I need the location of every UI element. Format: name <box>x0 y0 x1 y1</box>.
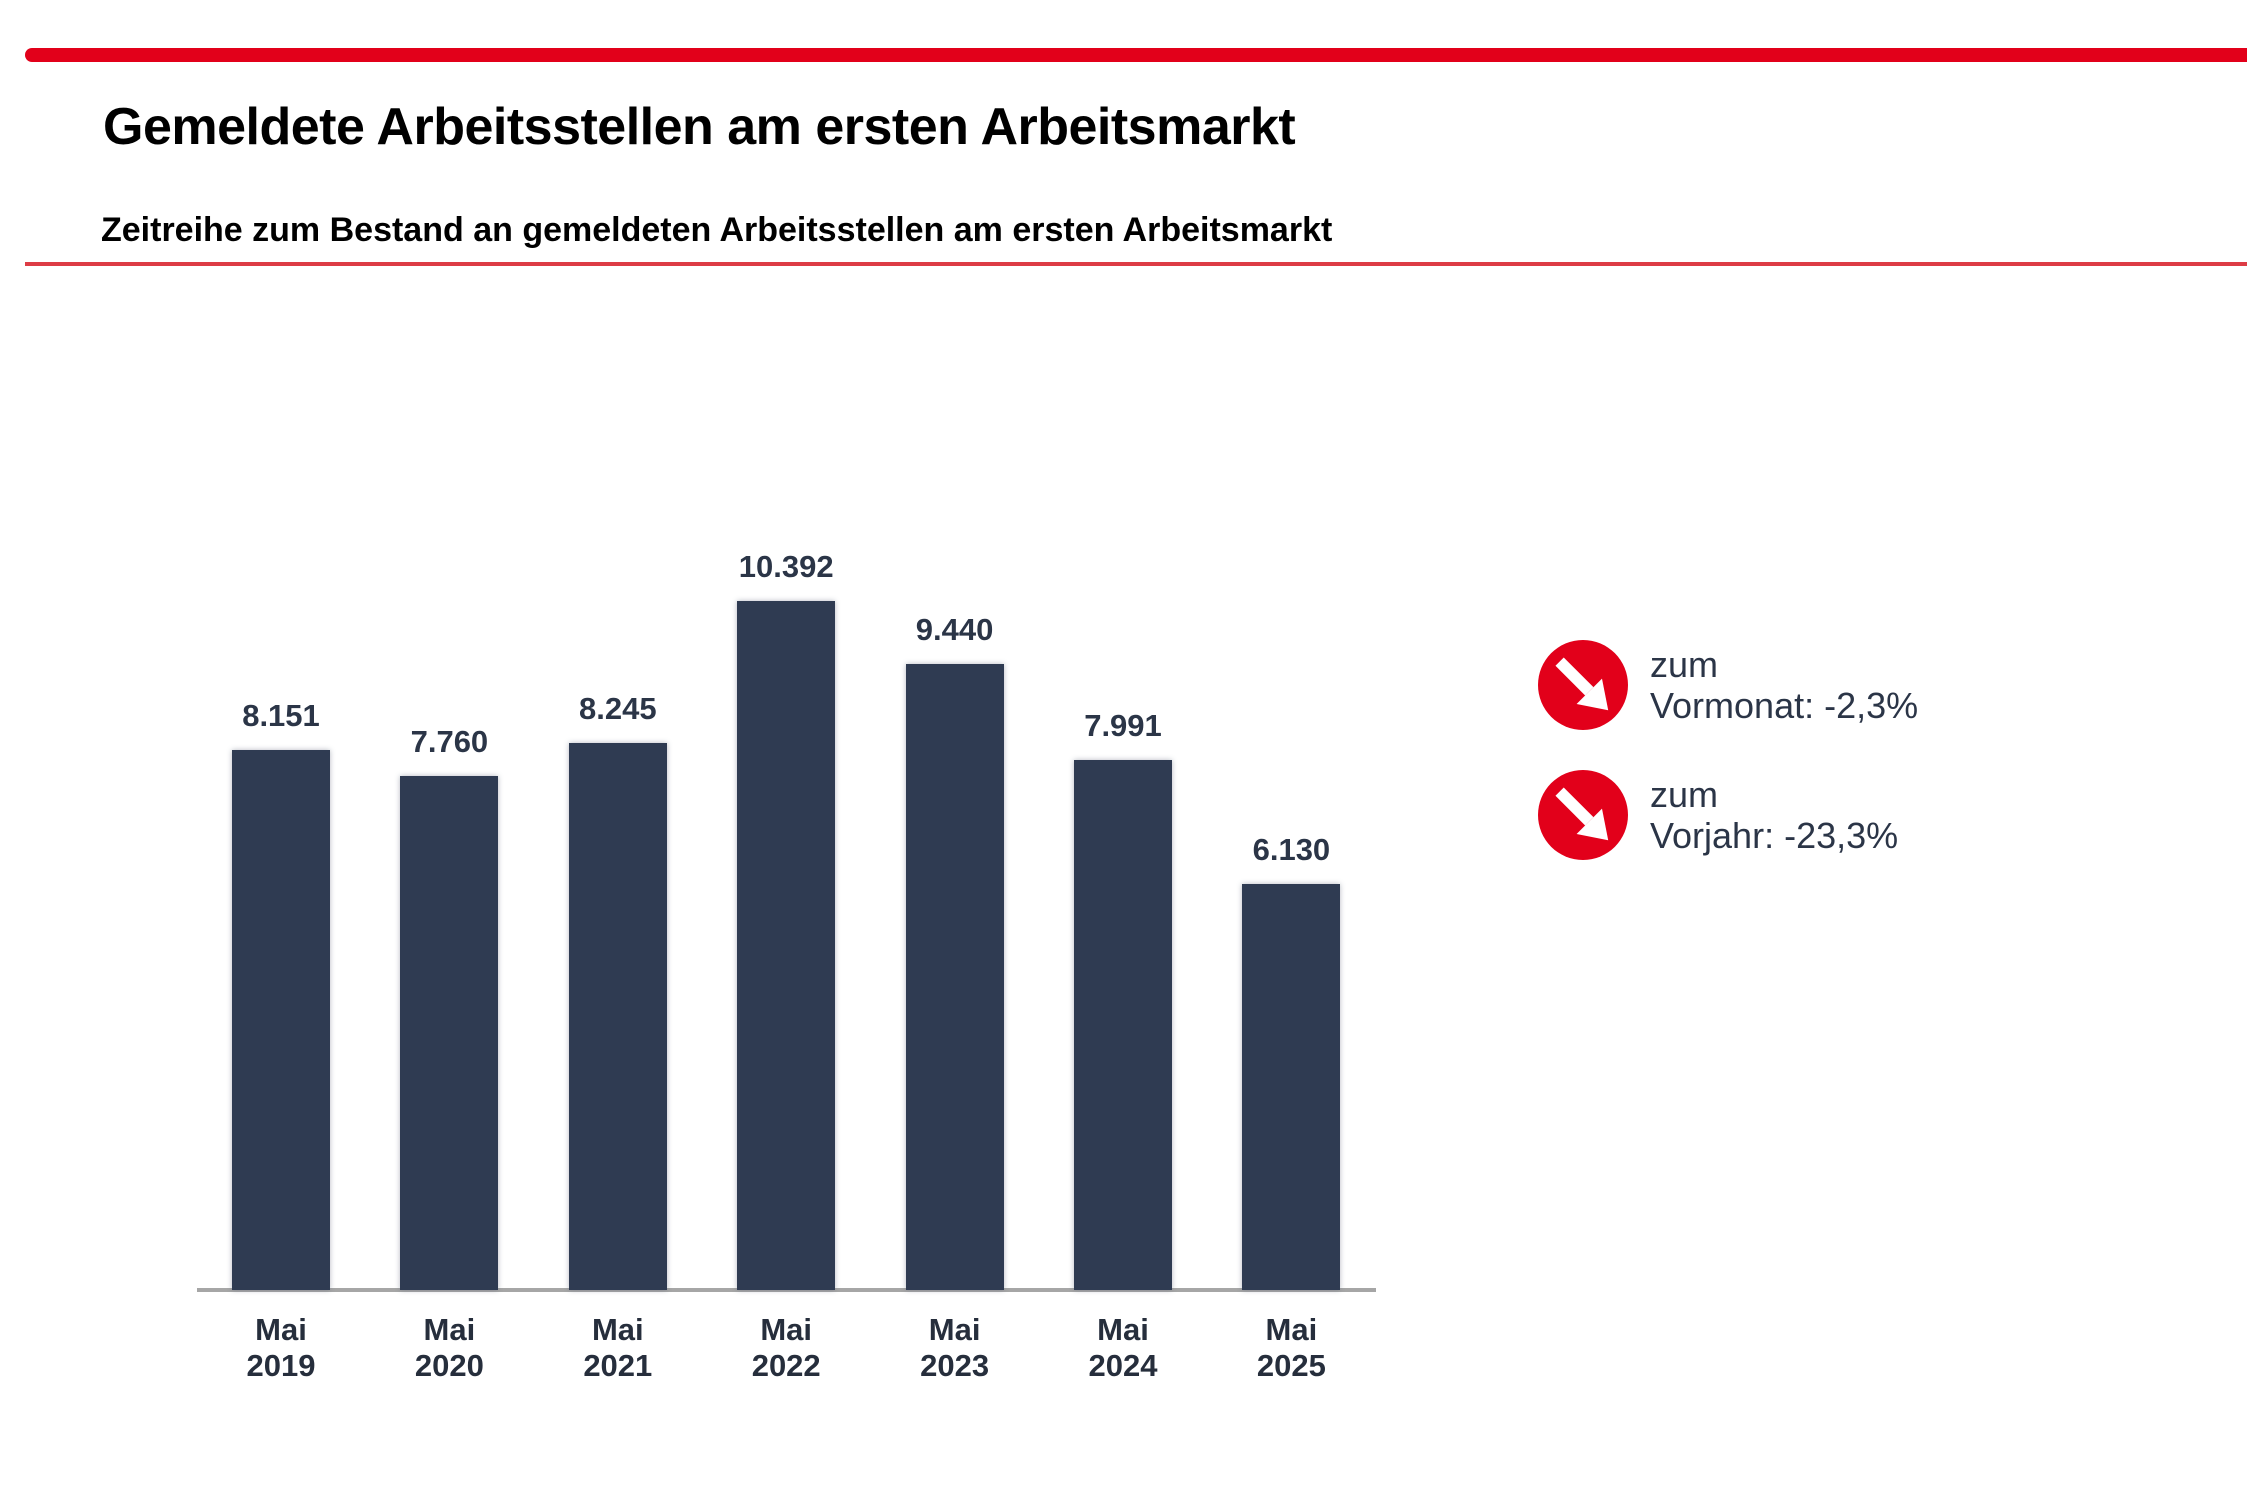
x-axis-label: Mai 2025 <box>1256 1312 1326 1383</box>
x-axis-line <box>197 1288 1376 1292</box>
bar-value-label: 8.245 <box>579 691 657 726</box>
x-axis-label: Mai 2019 <box>246 1312 316 1383</box>
kpi-vormonat: zum Vormonat: -2,3% <box>1538 640 1918 730</box>
kpi-vorjahr: zum Vorjahr: -23,3% <box>1538 770 1898 860</box>
x-axis-label: Mai 2024 <box>1088 1312 1158 1383</box>
bar <box>737 601 836 1290</box>
bar-value-label: 8.151 <box>242 698 320 733</box>
kpi-label: Vormonat: <box>1650 685 1815 726</box>
bar <box>1074 760 1172 1290</box>
bar-value-label: 9.440 <box>915 612 994 647</box>
x-axis-label: Mai 2022 <box>751 1312 821 1383</box>
bar-value-label: 10.392 <box>738 549 834 584</box>
header-divider <box>25 262 2247 266</box>
kpi-value: -23,3% <box>1784 815 1899 856</box>
kpi-prefix: zum <box>1650 644 1719 685</box>
bar <box>1242 884 1341 1290</box>
bar <box>400 776 499 1290</box>
arrow-down-right-icon <box>1538 640 1628 730</box>
bar <box>568 743 667 1290</box>
x-axis-label: Mai 2023 <box>920 1312 990 1383</box>
x-axis-label: Mai 2021 <box>583 1312 653 1383</box>
header-accent-bar <box>25 48 2247 62</box>
bar-value-label: 7.760 <box>410 724 489 759</box>
bar-value-label: 7.991 <box>1084 708 1162 743</box>
page-title: Gemeldete Arbeitsstellen am ersten Arbei… <box>103 98 1296 156</box>
bar-value-label: 6.130 <box>1252 832 1331 867</box>
kpi-prefix: zum <box>1650 774 1719 815</box>
bar <box>905 664 1004 1290</box>
bar <box>232 750 330 1290</box>
x-axis-label: Mai 2020 <box>414 1312 484 1383</box>
kpi-label: Vorjahr: <box>1650 815 1775 856</box>
arrow-down-right-icon <box>1538 770 1628 860</box>
page-subtitle: Zeitreihe zum Bestand an gemeldeten Arbe… <box>101 211 1333 249</box>
kpi-value: -2,3% <box>1824 685 1919 726</box>
kpi-text: zum Vorjahr: -23,3% <box>1650 774 1898 856</box>
kpi-text: zum Vormonat: -2,3% <box>1650 644 1918 726</box>
